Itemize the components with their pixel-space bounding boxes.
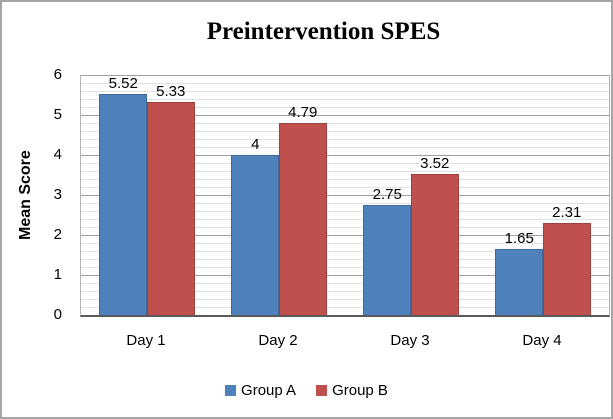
group-b-swatch-icon: [316, 385, 328, 396]
y-tick-label: 4: [53, 146, 62, 163]
data-label-b-day2: 4.79: [288, 104, 318, 122]
y-tick-label: 6: [53, 66, 62, 83]
legend-item-group-a: Group A: [225, 382, 296, 399]
legend-label-group-a: Group A: [241, 382, 297, 399]
data-label-a-day3: 2.75: [372, 186, 402, 203]
x-tick-label-day1: Day 1: [126, 332, 166, 349]
x-tick-label-day4: Day 4: [522, 332, 562, 349]
y-tick-label: 2: [53, 226, 62, 243]
legend-item-group-b: Group B: [316, 382, 388, 399]
legend-label-group-b: Group B: [332, 382, 388, 399]
group-a-swatch-icon: [225, 385, 237, 396]
bar-group-b-day3: 3.52: [411, 156, 459, 315]
bar-group-a-day2: 4: [231, 137, 279, 315]
bar-group-day3: 2.75 3.52: [345, 75, 477, 315]
plot-area: 5.52 5.33 4 4.79 2.75 3.52: [80, 75, 610, 317]
y-tick-label: 5: [53, 106, 62, 123]
x-tick-label-day3: Day 3: [390, 332, 430, 349]
bar-group-b-day1: 5.33: [147, 83, 195, 315]
bar-group-b-day4: 2.31: [543, 204, 591, 315]
x-axis: Day 1 Day 2 Day 3 Day 4: [80, 332, 608, 349]
data-label-b-day4: 2.31: [552, 203, 582, 221]
x-tick-label-day2: Day 2: [258, 332, 298, 349]
bar-group-b-day2: 4.79: [279, 105, 327, 315]
y-axis: 6 5 4 3 2 1 0: [2, 2, 70, 417]
chart-title: Preintervention SPES: [206, 18, 441, 45]
data-label-a-day2: 4: [251, 136, 260, 154]
data-label-a-day4: 1.65: [504, 230, 534, 247]
legend: Group A Group B: [2, 382, 611, 399]
bar-group-day1: 5.52 5.33: [81, 75, 213, 315]
bar-series-container: 5.52 5.33 4 4.79 2.75 3.52: [81, 75, 609, 315]
bar-group-day2: 4 4.79: [213, 75, 345, 315]
y-tick-label: 1: [53, 266, 62, 283]
bar-group-a-day4: 1.65: [495, 231, 543, 315]
data-label-b-day3: 3.52: [420, 155, 450, 173]
bar-group-a-day1: 5.52: [99, 76, 147, 315]
bar-group-day4: 1.65 2.31: [477, 75, 609, 315]
bar-group-a-day3: 2.75: [363, 187, 411, 315]
y-tick-label: 3: [53, 186, 62, 203]
y-tick-label: 0: [53, 306, 62, 323]
data-label-a-day1: 5.52: [108, 75, 138, 93]
data-label-b-day1: 5.33: [156, 82, 186, 100]
